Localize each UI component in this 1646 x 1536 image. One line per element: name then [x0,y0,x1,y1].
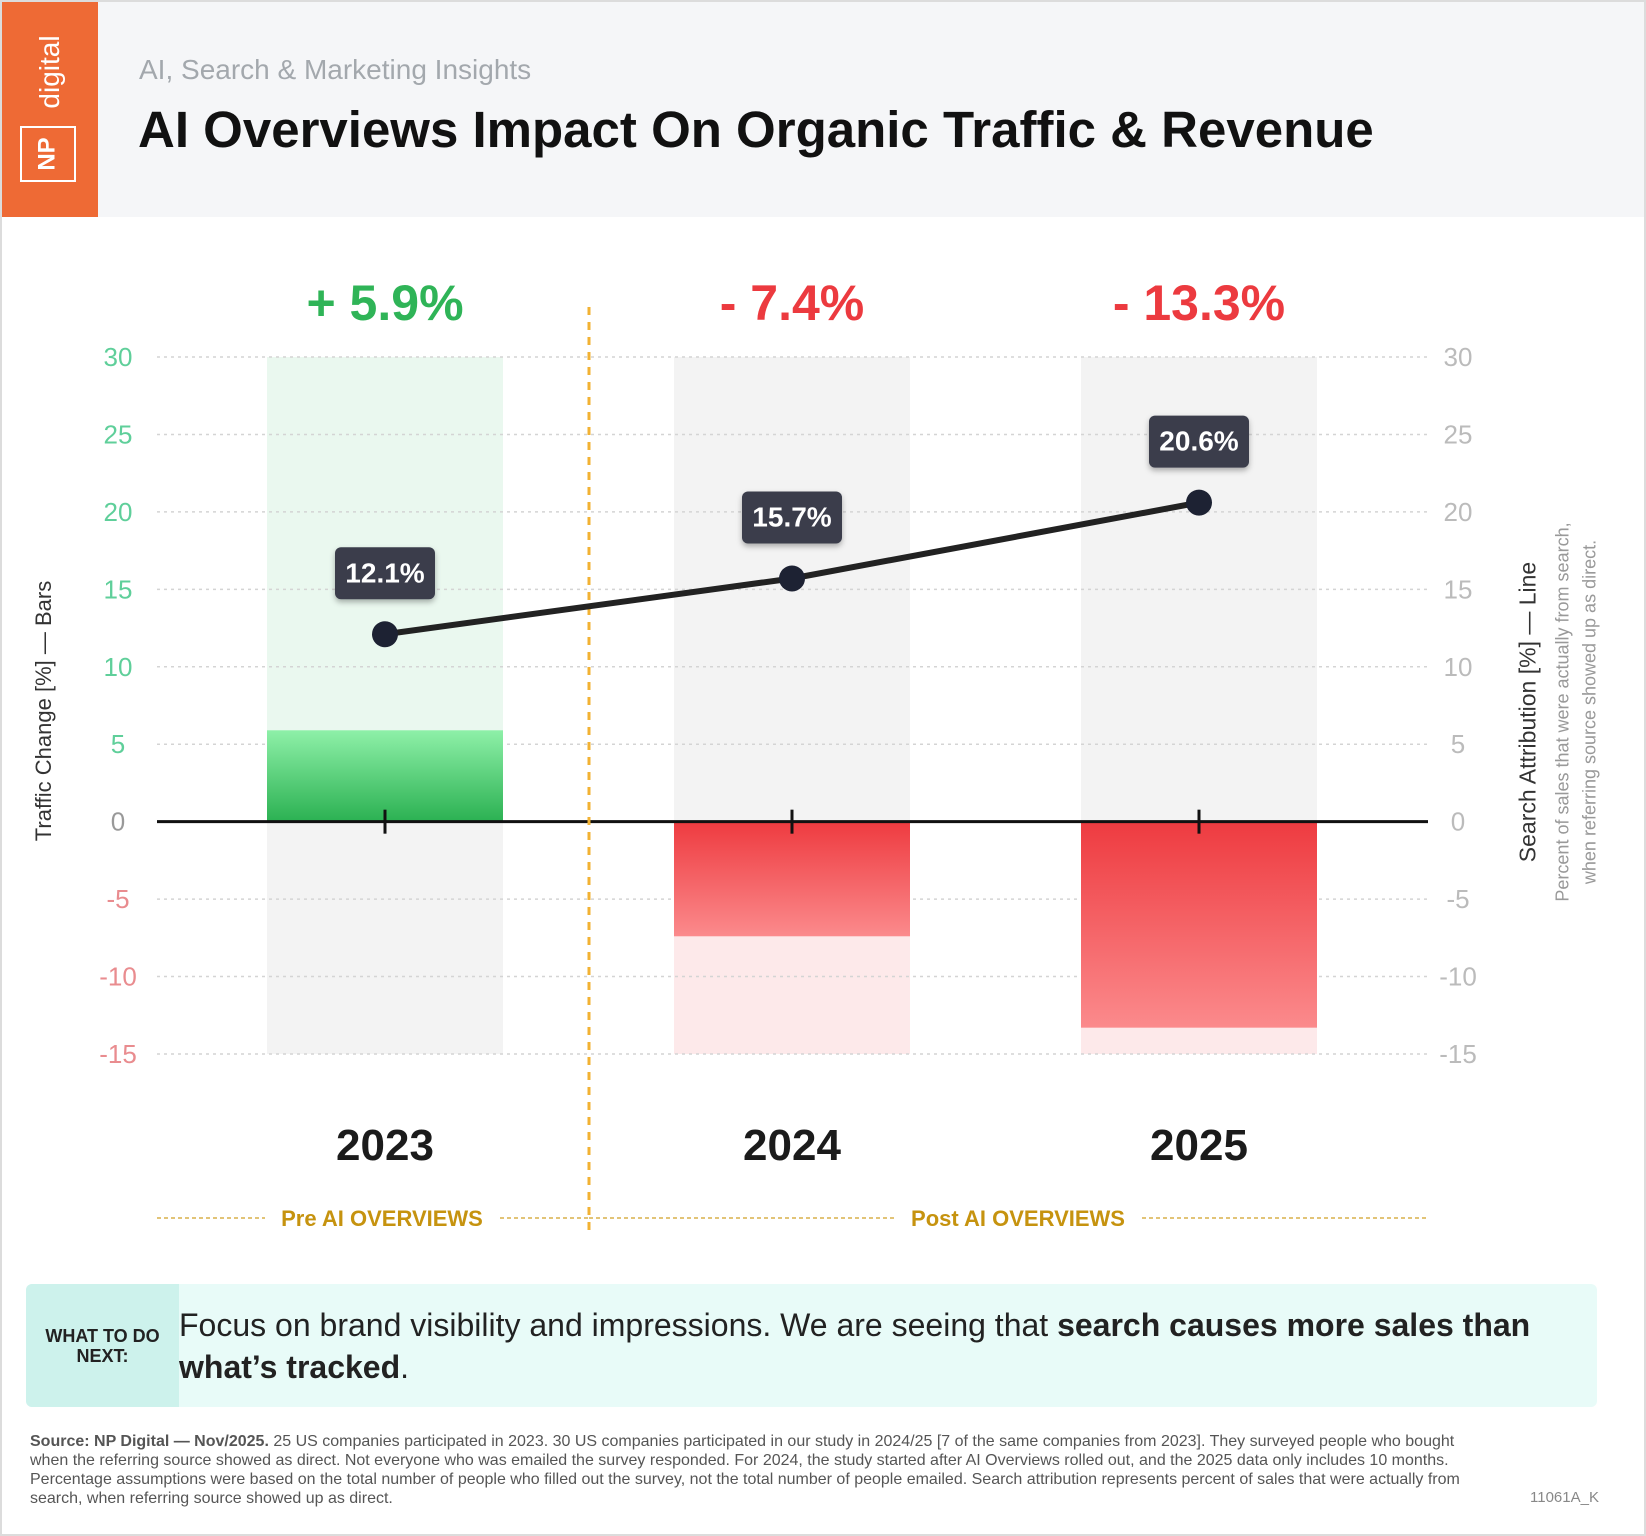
chart: 30 30 25 25 20 20 15 15 10 10 5 5 0 0 -5 -5 -10 -10 -15 -15… [99,275,1477,1236]
right-tick-label: 25 [1444,419,1473,449]
right-tick-label: 0 [1451,807,1465,837]
page-title: AI Overviews Impact On Organic Traffic &… [138,101,1374,158]
right-tick-label: 10 [1444,652,1473,682]
callout: WHAT TO DO NEXT: Focus on brand visibili… [26,1284,1597,1407]
period-label-post: Post AI OVERVIEWS [911,1206,1125,1231]
period-label-pre: Pre AI OVERVIEWS [281,1206,483,1231]
right-tick-label: 30 [1444,342,1473,372]
callout-text-end: . [400,1349,410,1385]
right-tick-label: -5 [1446,884,1469,914]
left-tick-label: 25 [104,419,133,449]
line-value-label: 15.7% [752,501,831,532]
callout-label: WHAT TO DO NEXT: [26,1284,179,1407]
left-tick-label: -5 [106,884,129,914]
line-value-label: 12.1% [345,557,424,588]
right-axis-sublabel-1: Percent of sales that were actually from… [1552,522,1573,902]
right-tick-label: 5 [1451,729,1465,759]
line-value-label: 20.6% [1159,426,1238,457]
left-tick-label: -15 [99,1039,137,1069]
line-point [779,565,805,592]
callout-text: Focus on brand visibility and impression… [179,1304,1579,1388]
right-axis-sublabel-2: when referring source showed up as direc… [1579,539,1600,885]
line-point [1186,489,1212,516]
left-tick-label: 20 [104,497,133,527]
bar-2024 [674,821,910,937]
callout-text-bold: search causes more sales than what’s tra… [179,1307,1531,1385]
category-label: 2025 [1150,1121,1248,1170]
bar-2023 [267,730,503,822]
bar-value-label: - 13.3% [1113,275,1285,331]
right-tick-label: 15 [1444,574,1473,604]
source-bold: Source: NP Digital — Nov/2025. [30,1433,269,1450]
bar-value-label: + 5.9% [306,275,463,331]
header [2,2,1644,217]
left-tick-label: -10 [99,962,137,992]
left-tick-label: 15 [104,574,133,604]
right-tick-label: -15 [1439,1039,1477,1069]
bar-value-label: - 7.4% [720,275,865,331]
callout-text-plain: Focus on brand visibility and impression… [179,1307,1058,1343]
bar-background-lower [267,821,503,1054]
source-text: 25 US companies participated in 2023. 30… [30,1433,1460,1507]
footer-source: Source: NP Digital — Nov/2025. 25 US com… [30,1432,1490,1508]
right-axis-label: Search Attribution [%] — Line [1514,561,1541,863]
line-value-badge [1149,415,1249,468]
np-digital-logo: NP digital [2,2,98,217]
subtitle: AI, Search & Marketing Insights [139,54,532,85]
right-tick-label: 20 [1444,497,1473,527]
line-value-badge [335,547,435,600]
right-tick-label: -10 [1439,962,1477,992]
category-label: 2023 [336,1121,434,1170]
left-tick-label: 30 [104,342,133,372]
footer-code: 11061A_K [1530,1489,1599,1506]
bar-2025 [1081,821,1317,1028]
logo-np-box: NP [20,126,76,182]
left-tick-label: 5 [111,729,125,759]
line-point [372,621,398,648]
line-value-badge [742,491,842,544]
left-axis-label: Traffic Change [%] — Bars [31,580,56,842]
category-label: 2024 [743,1121,841,1170]
left-tick-label: 10 [104,652,133,682]
left-tick-label: 0 [111,807,125,837]
